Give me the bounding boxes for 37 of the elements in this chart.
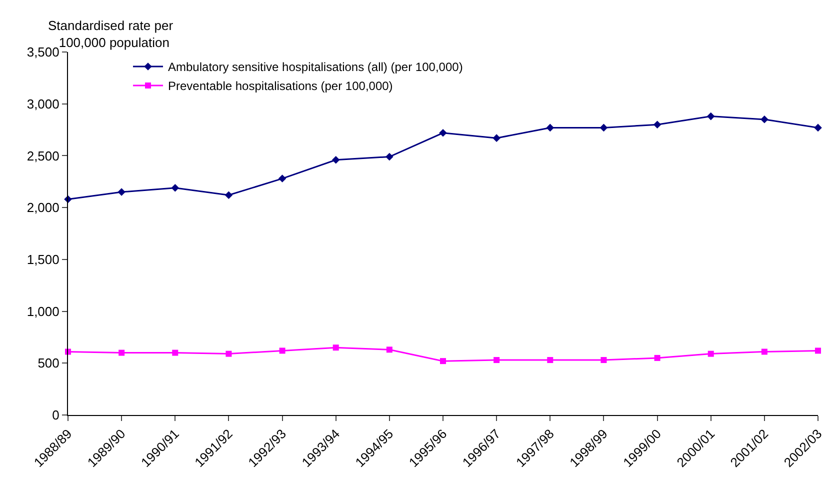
y-tick-label: 2,500	[26, 148, 60, 164]
point	[439, 129, 447, 137]
point	[226, 350, 232, 357]
point	[815, 348, 821, 354]
point	[760, 116, 768, 124]
y-tick-label: 500	[38, 356, 60, 371]
point	[547, 357, 554, 364]
point	[118, 188, 126, 196]
point	[386, 152, 394, 161]
y-tick-label: 3,000	[26, 96, 60, 112]
point	[332, 344, 339, 351]
point	[654, 354, 660, 361]
point	[440, 358, 446, 364]
point	[600, 357, 607, 364]
point	[494, 357, 500, 364]
point	[278, 174, 286, 182]
point	[546, 124, 554, 132]
point	[279, 348, 286, 354]
point	[600, 124, 608, 132]
point	[706, 112, 715, 120]
point	[171, 184, 180, 192]
y-tick-label: 1,000	[26, 304, 60, 319]
point	[653, 120, 662, 128]
point	[224, 191, 233, 200]
y-tick-label: 1,500	[26, 252, 60, 267]
point	[118, 350, 125, 356]
legend-label: Ambulatory sensitive hospitalisations (all) (per 100,000)	[168, 60, 463, 74]
point	[172, 350, 178, 356]
y-tick-label: 0	[52, 408, 60, 423]
point	[708, 350, 714, 357]
point	[386, 346, 392, 353]
point	[492, 134, 500, 142]
point	[814, 124, 822, 132]
y-tick-label: 2,000	[26, 200, 60, 216]
point	[332, 156, 340, 164]
legend-label: Preventable hospitalisations (per 100,000)	[168, 79, 393, 94]
point	[761, 348, 768, 355]
